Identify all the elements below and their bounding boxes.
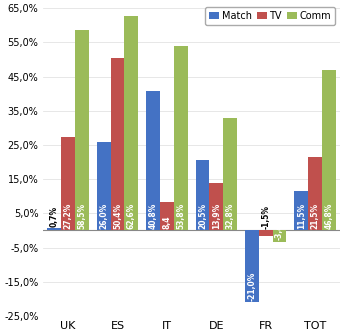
Bar [322,70,336,230]
Bar [245,230,259,302]
Text: 40,8%: 40,8% [149,202,158,229]
Text: 11,5%: 11,5% [297,203,306,229]
Bar [209,183,223,230]
Bar [75,30,89,230]
Bar [97,142,110,230]
Text: 27,2%: 27,2% [64,202,73,229]
Text: 46,8%: 46,8% [324,202,333,229]
Bar [294,191,308,230]
Bar [125,16,138,230]
Text: 13,9%: 13,9% [212,203,221,229]
Text: 32,8%: 32,8% [226,202,235,229]
Legend: Match, TV, Comm: Match, TV, Comm [205,7,335,25]
Text: 21,5%: 21,5% [311,203,320,229]
Text: 26,0%: 26,0% [99,203,108,229]
Text: 58,5%: 58,5% [77,203,86,229]
Text: 0,7%: 0,7% [50,206,59,227]
Bar [259,230,273,236]
Bar [110,58,125,230]
Bar [174,47,188,230]
Bar [196,160,209,230]
Text: 8,4: 8,4 [162,215,171,229]
Text: -3,4%: -3,4% [275,216,284,241]
Text: 62,6%: 62,6% [127,203,136,229]
Text: -21,0%: -21,0% [247,271,256,300]
Text: 50,4%: 50,4% [113,203,122,229]
Bar [160,202,174,230]
Bar [47,228,61,230]
Bar [146,91,160,230]
Bar [61,137,75,230]
Text: 20,5%: 20,5% [198,203,207,229]
Bar [273,230,287,242]
Bar [308,157,322,230]
Text: 53,8%: 53,8% [176,203,185,229]
Text: -1,5%: -1,5% [261,205,270,229]
Bar [223,118,237,230]
